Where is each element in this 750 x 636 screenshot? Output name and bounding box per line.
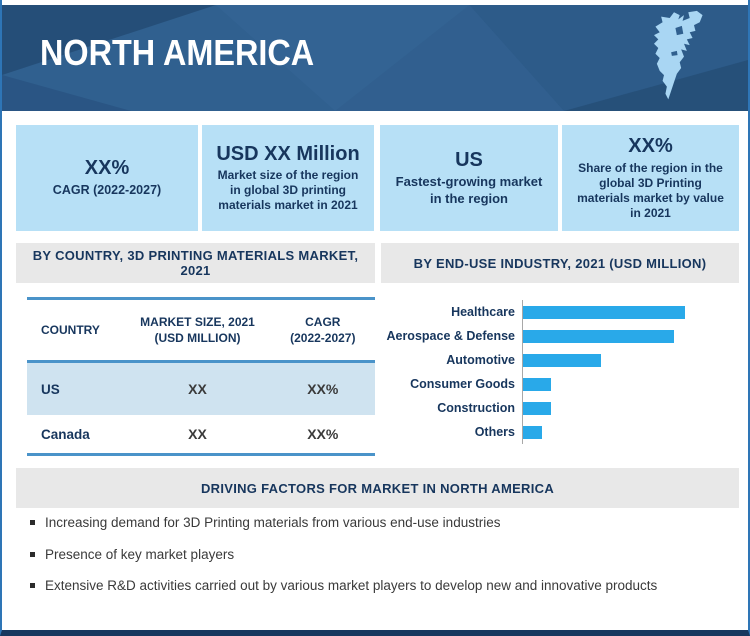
chart-bar (523, 353, 601, 367)
chart-row: Consumer Goods (382, 372, 739, 396)
stat-headline: USD XX Million (216, 142, 360, 165)
driving-factor-text: Presence of key market players (45, 546, 235, 562)
stat-box-region-share: XX% Share of the region in the global 3D… (562, 125, 739, 231)
chart-row: Healthcare (382, 300, 739, 324)
stat-headline: US (455, 149, 483, 172)
north-america-map-icon (630, 8, 718, 108)
chart-plot-area (522, 372, 739, 396)
chart-bar (523, 305, 685, 319)
chart-category-label: Others (474, 425, 515, 439)
region-banner: NORTH AMERICA (2, 5, 748, 111)
chart-category-label: Construction (437, 401, 515, 415)
chart-row: Automotive (382, 348, 739, 372)
driving-factor-text: Increasing demand for 3D Printing materi… (45, 515, 501, 530)
driving-factor-item: Increasing demand for 3D Printing materi… (30, 514, 730, 532)
bullet-square-icon (30, 520, 35, 525)
chart-bar (523, 401, 551, 415)
cagr-cell: XX% (307, 381, 339, 397)
chart-category-label: Aerospace & Defense (386, 329, 515, 343)
chart-plot-area (522, 396, 739, 420)
chart-row: Construction (382, 396, 739, 420)
stat-box-fastest-growing: US Fastest-growing market in the region (380, 125, 558, 231)
end-use-industry-bar-chart: Healthcare Aerospace & Defense Automotive C… (382, 300, 739, 444)
table-row: US XX XX% (27, 363, 375, 415)
stat-description: Share of the region in the global 3D Pri… (577, 160, 724, 220)
stat-description: CAGR (2022-2027) (52, 182, 162, 197)
driving-factors-header: DRIVING FACTORS FOR MARKET IN NORTH AMER… (16, 468, 739, 508)
stat-description: Market size of the region in global 3D p… (217, 168, 359, 213)
chart-bar (523, 329, 674, 343)
chart-category-label: Healthcare (451, 305, 515, 319)
by-country-section-header: BY COUNTRY, 3D PRINTING MATERIALS MARKET… (16, 243, 375, 283)
chart-plot-area (522, 324, 739, 348)
chart-row: Aerospace & Defense (382, 324, 739, 348)
chart-bar (523, 425, 542, 439)
stat-description: Fastest-growing market in the region (395, 174, 543, 206)
chart-category-label: Consumer Goods (410, 377, 515, 391)
driving-factor-item: Presence of key market players (30, 546, 730, 564)
page-title: NORTH AMERICA (40, 32, 315, 73)
column-header-country: COUNTRY (41, 322, 100, 337)
driving-factor-text: Extensive R&D activities carried out by … (45, 578, 658, 594)
stat-box-cagr: XX% CAGR (2022-2027) (16, 125, 198, 231)
stat-headline: XX% (84, 157, 130, 180)
driving-factor-item: Extensive R&D activities carried out by … (30, 577, 730, 595)
bullet-square-icon (30, 551, 35, 557)
table-row: Canada XX XX% (27, 415, 375, 453)
chart-plot-area (522, 300, 739, 324)
column-header-cagr: CAGR (2022-2027) (290, 314, 356, 345)
chart-plot-area (522, 420, 739, 444)
cagr-cell: XX% (307, 426, 339, 442)
country-table: COUNTRY MARKET SIZE, 2021 (USD MILLION) … (27, 297, 375, 456)
driving-factors-list: Increasing demand for 3D Printing materi… (30, 514, 730, 609)
market-size-cell: XX (188, 426, 207, 442)
market-size-cell: XX (188, 381, 207, 397)
column-header-market-size: MARKET SIZE, 2021 (USD MILLION) (140, 314, 255, 345)
stat-box-market-size: USD XX Million Market size of the region… (202, 125, 374, 231)
chart-plot-area (522, 348, 739, 372)
chart-row: Others (382, 420, 739, 444)
country-table-header-row: COUNTRY MARKET SIZE, 2021 (USD MILLION) … (27, 300, 375, 363)
country-cell: Canada (41, 426, 90, 442)
by-industry-section-header: BY END-USE INDUSTRY, 2021 (USD MILLION) (381, 243, 739, 283)
chart-bar (523, 377, 551, 391)
country-cell: US (41, 381, 60, 397)
stat-headline: XX% (628, 135, 673, 158)
bullet-square-icon (30, 583, 35, 589)
chart-category-label: Automotive (446, 353, 515, 367)
